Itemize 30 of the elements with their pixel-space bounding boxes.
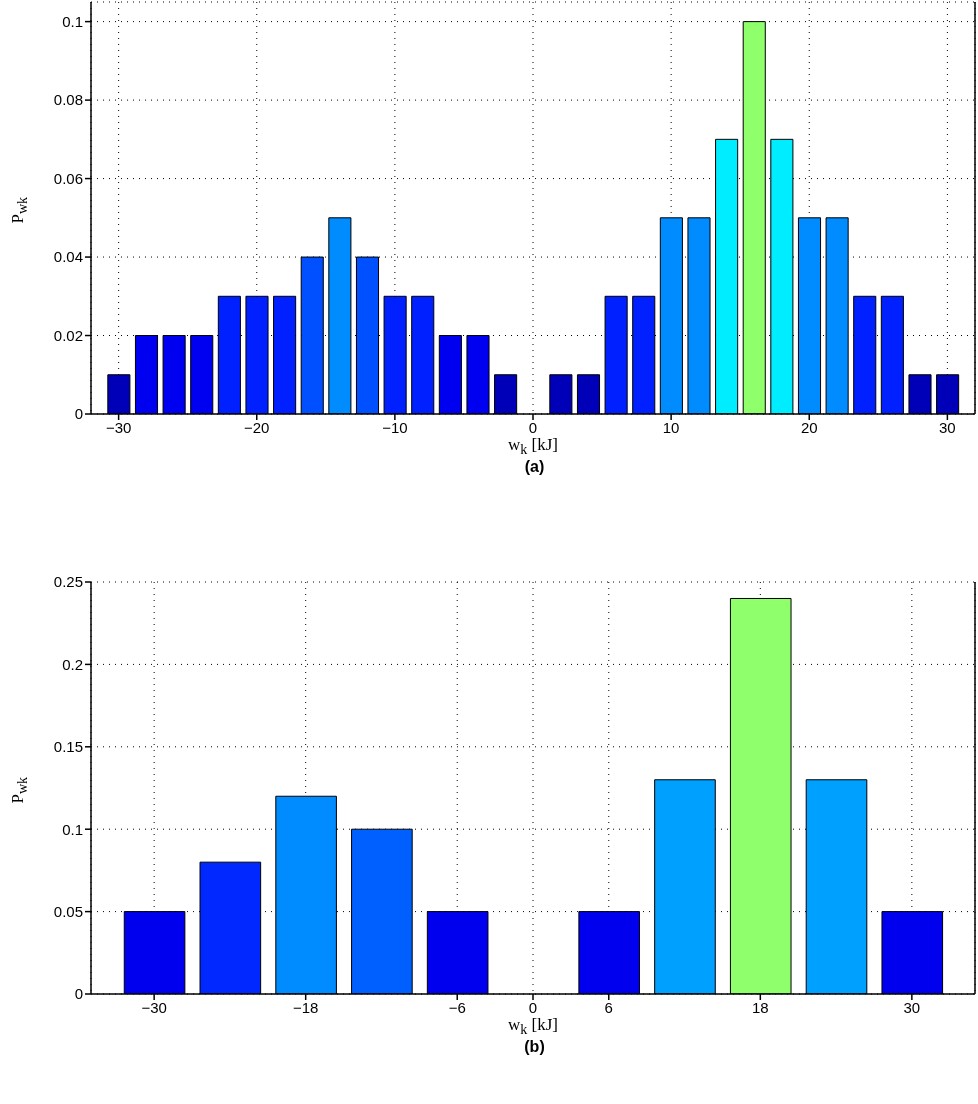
y-tick-label: 0 (74, 405, 83, 423)
x-tick-label: 30 (903, 998, 921, 1016)
x-tick-label: −30 (141, 998, 167, 1016)
x-axis-title: w$_{k}$ [kJ] (506, 1015, 560, 1039)
y-tick-label: 0.2 (62, 655, 83, 673)
text: (a) (524, 458, 545, 475)
x-tick-label: −6 (448, 998, 466, 1016)
y-tick-label: 0.04 (53, 248, 83, 266)
y-tick-label: 0 (74, 985, 83, 1003)
x-tick-label: 30 (939, 418, 956, 436)
x-tick-label: −10 (382, 418, 408, 436)
y-tick-label: 0.08 (53, 91, 83, 109)
y-tick-label: 0.06 (53, 169, 83, 187)
y-tick-label: 0.02 (53, 326, 83, 344)
text: (b) (524, 1038, 545, 1055)
x-tick-label: 6 (604, 998, 613, 1016)
x-tick-label: 0 (528, 418, 538, 436)
x-tick-label: 10 (662, 418, 680, 436)
x-tick-label: −18 (292, 998, 319, 1016)
x-tick-label: 20 (800, 418, 818, 436)
y-tick-label: 0.05 (53, 902, 83, 920)
y-tick-label: 0.1 (62, 820, 83, 838)
x-axis-title: w$_{k}$ [kJ] (506, 435, 560, 459)
x-tick-label: −30 (105, 418, 132, 436)
y-tick-label: 0.1 (62, 12, 83, 30)
x-tick-label: −20 (244, 418, 270, 436)
x-tick-label: 0 (528, 998, 538, 1016)
y-tick-label: 0.15 (53, 738, 83, 756)
x-tick-label: 18 (751, 998, 769, 1016)
y-tick-label: 0.25 (53, 573, 83, 591)
